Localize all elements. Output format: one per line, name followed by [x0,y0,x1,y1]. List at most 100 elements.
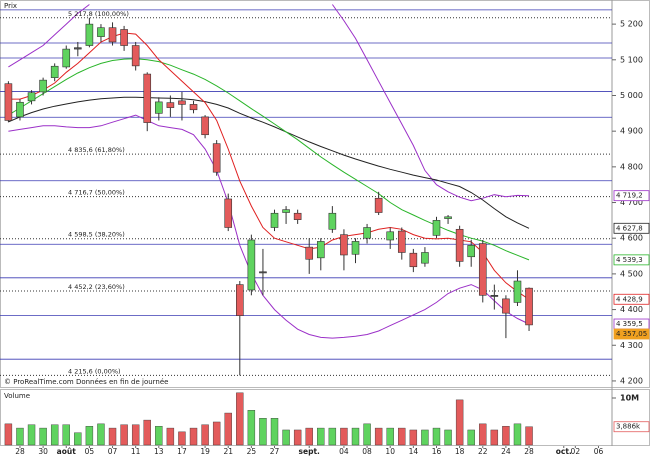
x-tick-label: 28 [15,447,25,456]
candle-body [27,92,36,102]
candle-body [467,245,476,258]
x-tick-label: 25 [247,447,257,456]
candle-body [305,246,314,260]
volume-bar [432,427,441,446]
x-tick-label: 14 [409,447,419,456]
candle-body [340,234,348,256]
candle-body [351,241,360,255]
candle-body [397,230,406,253]
candle-body [409,252,418,268]
last-value-label: 4 627,8 [616,224,643,232]
y-tick-label: 10M [620,393,639,402]
volume-bar [513,423,522,446]
candle-body [316,241,325,259]
y-tick-label: 5 000 [620,91,643,100]
candle-body [16,101,24,118]
volume-bar [85,425,94,446]
x-tick-label: 27 [270,447,280,456]
candle-body [189,104,198,111]
volume-bar [189,427,198,446]
price-panel [0,0,650,388]
volume-bar [143,419,151,446]
volume-bar [525,426,533,446]
x-tick-label: 04 [339,447,349,456]
volume-bar [317,427,325,446]
volume-bar [409,429,418,446]
y-tick-label: 4 800 [620,162,643,171]
candle-body [502,298,510,314]
fib-label: 5 217,8 (100,00%) [68,10,129,18]
x-tick-label: 08 [362,447,372,456]
volume-bar [293,429,302,446]
candle-body [421,252,429,264]
y-tick-label: 4 400 [620,305,643,314]
volume-bar [247,410,256,446]
indicator-line [8,32,530,300]
candle-body [293,212,302,220]
indicator-line [8,114,530,339]
volume-bar [386,427,394,446]
volume-bar [120,424,128,446]
volume-bar [50,424,59,446]
panel-label: Volume [4,392,30,400]
candle-body [201,116,209,136]
candle-body [62,48,71,68]
panel-label: Prix [4,2,17,10]
volume-bar [4,423,13,446]
last-value-label: 4 539,3 [616,256,643,264]
indicator-line [8,58,530,261]
candle-body [478,243,487,296]
volume-bar [351,427,360,446]
last-value-box [613,293,650,305]
candle-body [432,220,441,236]
volume-bar [328,427,337,446]
volume-bar [201,424,209,446]
candle-body [236,284,244,316]
x-tick-label: 28 [524,447,534,456]
x-tick-label: 30 [38,447,48,456]
x-tick-label: 06 [594,447,604,456]
volume-bar [108,427,117,446]
x-tick-label: 02 [571,447,581,456]
volume-bar [444,429,452,446]
candle-body [131,45,140,67]
x-tick-label: 05 [85,447,95,456]
x-tick-label: 10 [385,447,395,456]
candle-body [39,79,47,93]
volume-bar [374,427,383,446]
volume-bar [27,424,36,446]
volume-bar [131,424,140,446]
y-tick-label: 5 100 [620,55,643,64]
candle-body [85,23,94,46]
volume-bar [259,418,267,446]
volume-bar [363,423,371,446]
volume-bar [270,418,279,446]
candle-body [212,143,221,173]
volume-bar [62,424,70,446]
volume-bar [212,421,221,446]
indicator-line [8,4,530,202]
x-tick-label: 13 [154,447,164,456]
last-value-label: 3,886k [616,423,641,431]
last-value-box [613,328,650,340]
volume-bar [282,429,290,446]
volume-bar [490,429,499,446]
candle-body [270,212,279,228]
fib-label: 4 835,6 (61,80%) [68,146,125,154]
volume-bar [178,431,186,446]
fib-label: 4 716,7 (50,00%) [68,189,125,197]
volume-bar [74,432,82,446]
candle-body [120,29,128,46]
y-tick-label: 4 900 [620,127,643,136]
volume-bar [166,427,175,446]
candle-body [328,212,337,230]
candle-body [386,231,395,241]
volume-bar [16,427,24,446]
last-value-label: 4 428,9 [616,295,643,303]
candle-body [363,227,371,239]
candle-body [97,27,105,37]
last-value-box [613,254,650,266]
y-tick-label: 4 300 [620,341,643,350]
x-tick-label: 07 [108,447,118,456]
